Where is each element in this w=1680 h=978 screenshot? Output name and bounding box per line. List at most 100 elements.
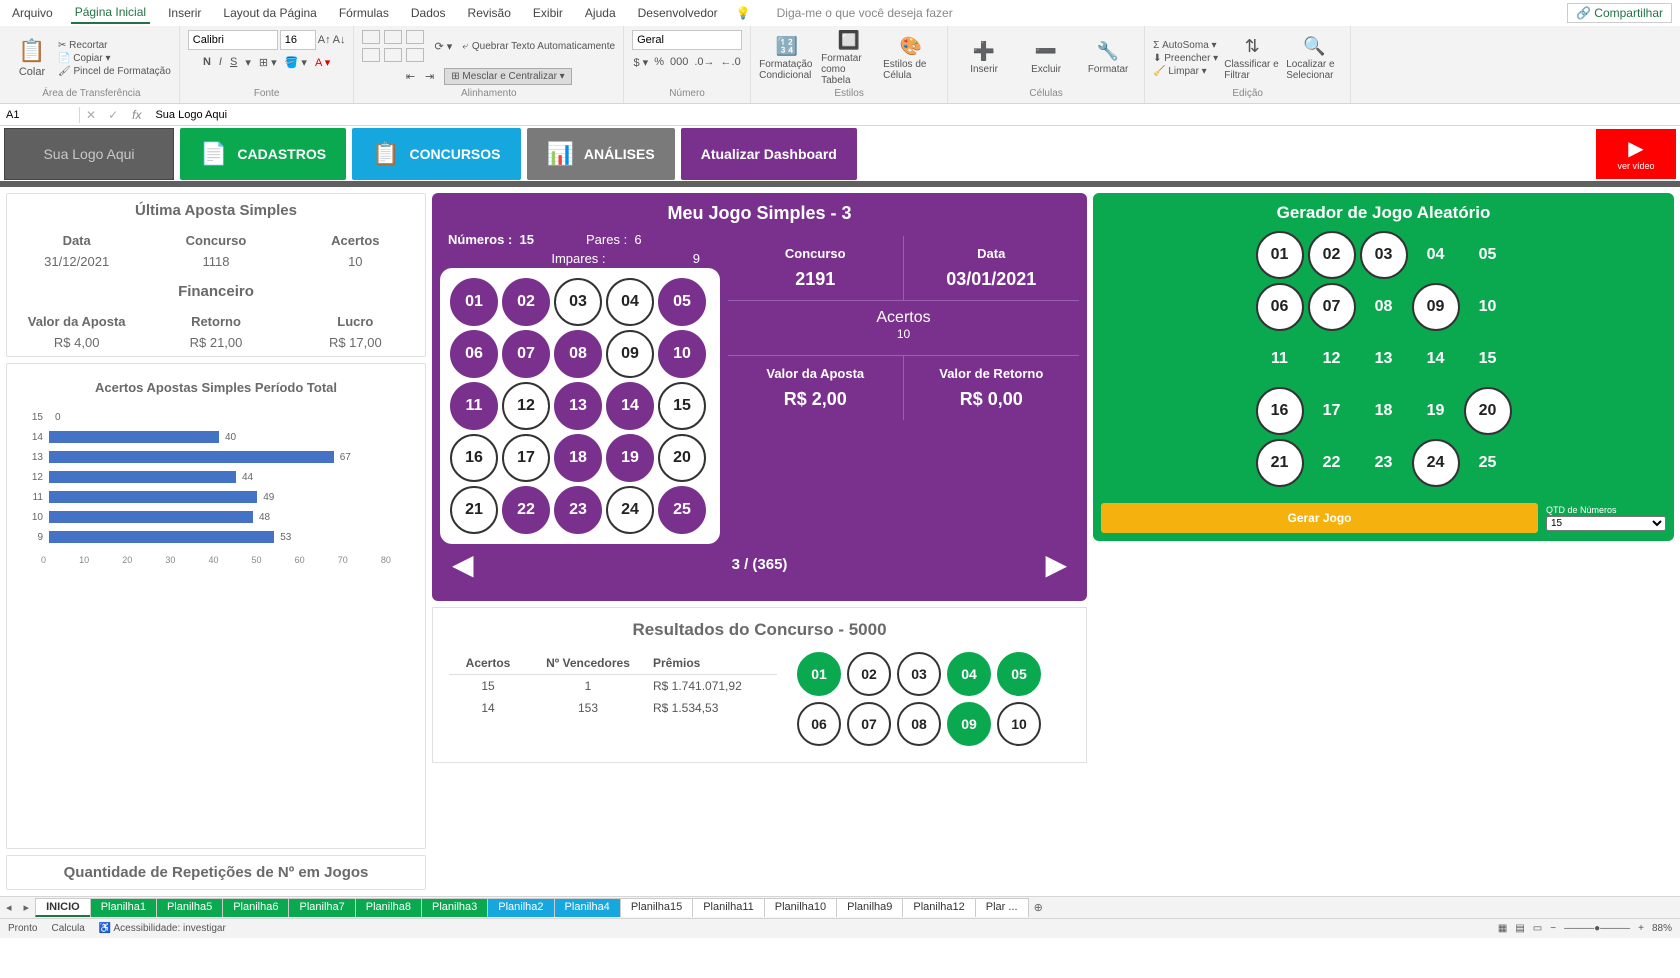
sort-filter-button[interactable]: ⇅Classificar e Filtrar <box>1224 36 1280 81</box>
find-select-button[interactable]: 🔍Localizar e Selecionar <box>1286 36 1342 81</box>
zoom-in-icon[interactable]: + <box>1638 923 1644 934</box>
menu-layout[interactable]: Layout da Página <box>219 3 320 23</box>
gerar-jogo-button[interactable]: Gerar Jogo <box>1101 503 1538 533</box>
font-size-select[interactable] <box>280 30 316 50</box>
cut-button[interactable]: ✂ Recortar <box>58 40 171 51</box>
conditional-format-button[interactable]: 🔢Formatação Condicional <box>759 36 815 81</box>
increase-indent-icon[interactable]: ⇥ <box>425 70 434 83</box>
share-button[interactable]: 🔗 Compartilhar <box>1567 3 1672 23</box>
menu-formulas[interactable]: Fórmulas <box>335 3 393 23</box>
orientation-icon[interactable]: ⟳ ▾ <box>434 40 452 53</box>
repeticoes-title: Quantidade de Repetições de Nº em Jogos <box>7 856 425 889</box>
format-table-button[interactable]: 🔲Formatar como Tabela <box>821 30 877 86</box>
tab-nav-first[interactable]: ◂ <box>0 901 18 914</box>
fx-icon[interactable]: fx <box>124 108 149 122</box>
menu-desenvolvedor[interactable]: Desenvolvedor <box>634 3 722 23</box>
paste-button[interactable]: 📋Colar <box>12 38 52 78</box>
sheet-tab[interactable]: Planilha4 <box>554 898 621 917</box>
cadastros-button[interactable]: 📄CADASTROS <box>180 128 346 180</box>
sheet-tab[interactable]: Planilha8 <box>355 898 422 917</box>
cell-styles-button[interactable]: 🎨Estilos de Célula <box>883 36 939 81</box>
view-layout-icon[interactable]: ▤ <box>1515 923 1524 934</box>
merge-center-button[interactable]: ⊞ Mesclar e Centralizar ▾ <box>444 68 571 85</box>
ver-video-button[interactable]: ▶ver vídeo <box>1596 129 1676 179</box>
align-center-icon[interactable] <box>384 48 402 62</box>
italic-button[interactable]: I <box>219 56 222 69</box>
jogo-numbers-grid: 0102030405060708091011121314151617181920… <box>440 268 720 544</box>
tab-nav-last[interactable]: ▸ <box>18 901 36 914</box>
sheet-tab[interactable]: Planilha5 <box>156 898 223 917</box>
sheet-tab[interactable]: Plar ... <box>975 898 1029 917</box>
menu-exibir[interactable]: Exibir <box>529 3 567 23</box>
increase-decimal-icon[interactable]: .0→ <box>694 56 714 69</box>
sheet-tab[interactable]: Planilha3 <box>421 898 488 917</box>
menu-inserir[interactable]: Inserir <box>164 3 205 23</box>
zoom-level[interactable]: 88% <box>1652 923 1672 934</box>
underline-button[interactable]: S <box>230 56 237 69</box>
format-cells-button[interactable]: 🔧Formatar <box>1080 41 1136 75</box>
next-arrow-icon[interactable]: ▶ <box>1045 548 1067 581</box>
currency-icon[interactable]: $ ▾ <box>633 56 648 69</box>
concursos-button[interactable]: 📋CONCURSOS <box>352 128 520 180</box>
tell-me-input[interactable]: Diga-me o que você deseja fazer <box>777 6 953 20</box>
decrease-font-icon[interactable]: A↓ <box>333 34 346 46</box>
analises-button[interactable]: 📊ANÁLISES <box>527 128 675 180</box>
gen-ball: 12 <box>1308 335 1356 383</box>
view-pagebreak-icon[interactable]: ▭ <box>1533 923 1542 934</box>
percent-icon[interactable]: % <box>654 56 664 69</box>
menu-pagina-inicial[interactable]: Página Inicial <box>71 2 150 24</box>
status-accessibility[interactable]: ♿ Acessibilidade: investigar <box>99 923 226 934</box>
fill-button[interactable]: ⬇ Preencher ▾ <box>1153 53 1218 64</box>
sheet-tab[interactable]: Planilha15 <box>620 898 693 917</box>
font-name-select[interactable] <box>188 30 278 50</box>
bold-button[interactable]: N <box>203 56 211 69</box>
border-button[interactable]: ⊞ ▾ <box>259 56 277 69</box>
fill-color-button[interactable]: 🪣 ▾ <box>285 56 307 69</box>
menu-arquivo[interactable]: Arquivo <box>8 3 57 23</box>
menu-revisao[interactable]: Revisão <box>464 3 515 23</box>
zoom-out-icon[interactable]: − <box>1550 923 1556 934</box>
number-format-select[interactable] <box>632 30 742 50</box>
prev-arrow-icon[interactable]: ◀ <box>452 548 474 581</box>
name-box[interactable] <box>0 107 80 123</box>
comma-icon[interactable]: 000 <box>670 56 688 69</box>
new-sheet-button[interactable]: ⊕ <box>1028 901 1049 914</box>
sheet-tab[interactable]: Planilha6 <box>222 898 289 917</box>
sheet-tab[interactable]: Planilha10 <box>764 898 837 917</box>
decrease-decimal-icon[interactable]: ←.0 <box>721 56 741 69</box>
enter-formula-icon[interactable]: ✓ <box>102 108 124 122</box>
menu-ajuda[interactable]: Ajuda <box>581 3 620 23</box>
delete-cells-button[interactable]: ➖Excluir <box>1018 41 1074 75</box>
view-normal-icon[interactable]: ▦ <box>1498 923 1507 934</box>
insert-cells-button[interactable]: ➕Inserir <box>956 41 1012 75</box>
status-ready: Pronto <box>8 923 37 934</box>
align-bottom-icon[interactable] <box>406 30 424 44</box>
formula-input[interactable] <box>149 107 1680 123</box>
menu-dados[interactable]: Dados <box>407 3 450 23</box>
autosum-button[interactable]: Σ AutoSoma ▾ <box>1153 40 1218 51</box>
align-top-icon[interactable] <box>362 30 380 44</box>
sheet-tab[interactable]: Planilha2 <box>487 898 554 917</box>
sheet-tab[interactable]: Planilha9 <box>836 898 903 917</box>
gen-ball: 17 <box>1308 387 1356 435</box>
format-painter-button[interactable]: 🖌 Pincel de Formatação <box>58 66 171 77</box>
cancel-formula-icon[interactable]: ✕ <box>80 108 102 122</box>
copy-button[interactable]: 📄 Copiar ▾ <box>58 53 171 64</box>
gen-ball: 08 <box>1360 283 1408 331</box>
increase-font-icon[interactable]: A↑ <box>318 34 331 46</box>
sheet-tab[interactable]: Planilha11 <box>692 898 765 917</box>
sheet-tab[interactable]: Planilha1 <box>90 898 157 917</box>
align-right-icon[interactable] <box>406 48 424 62</box>
align-middle-icon[interactable] <box>384 30 402 44</box>
zoom-slider[interactable]: ———●——— <box>1564 923 1630 934</box>
sheet-tab[interactable]: Planilha12 <box>902 898 975 917</box>
decrease-indent-icon[interactable]: ⇤ <box>406 70 415 83</box>
wrap-text-button[interactable]: ⤶ Quebrar Texto Automaticamente <box>462 41 615 52</box>
clear-button[interactable]: 🧹 Limpar ▾ <box>1153 66 1218 77</box>
font-color-button[interactable]: A ▾ <box>315 56 330 69</box>
qtd-select[interactable]: 15 <box>1546 516 1666 531</box>
align-left-icon[interactable] <box>362 48 380 62</box>
atualizar-button[interactable]: Atualizar Dashboard <box>681 128 857 180</box>
sheet-tab[interactable]: Planilha7 <box>288 898 355 917</box>
sheet-tab[interactable]: INICIO <box>35 898 91 917</box>
